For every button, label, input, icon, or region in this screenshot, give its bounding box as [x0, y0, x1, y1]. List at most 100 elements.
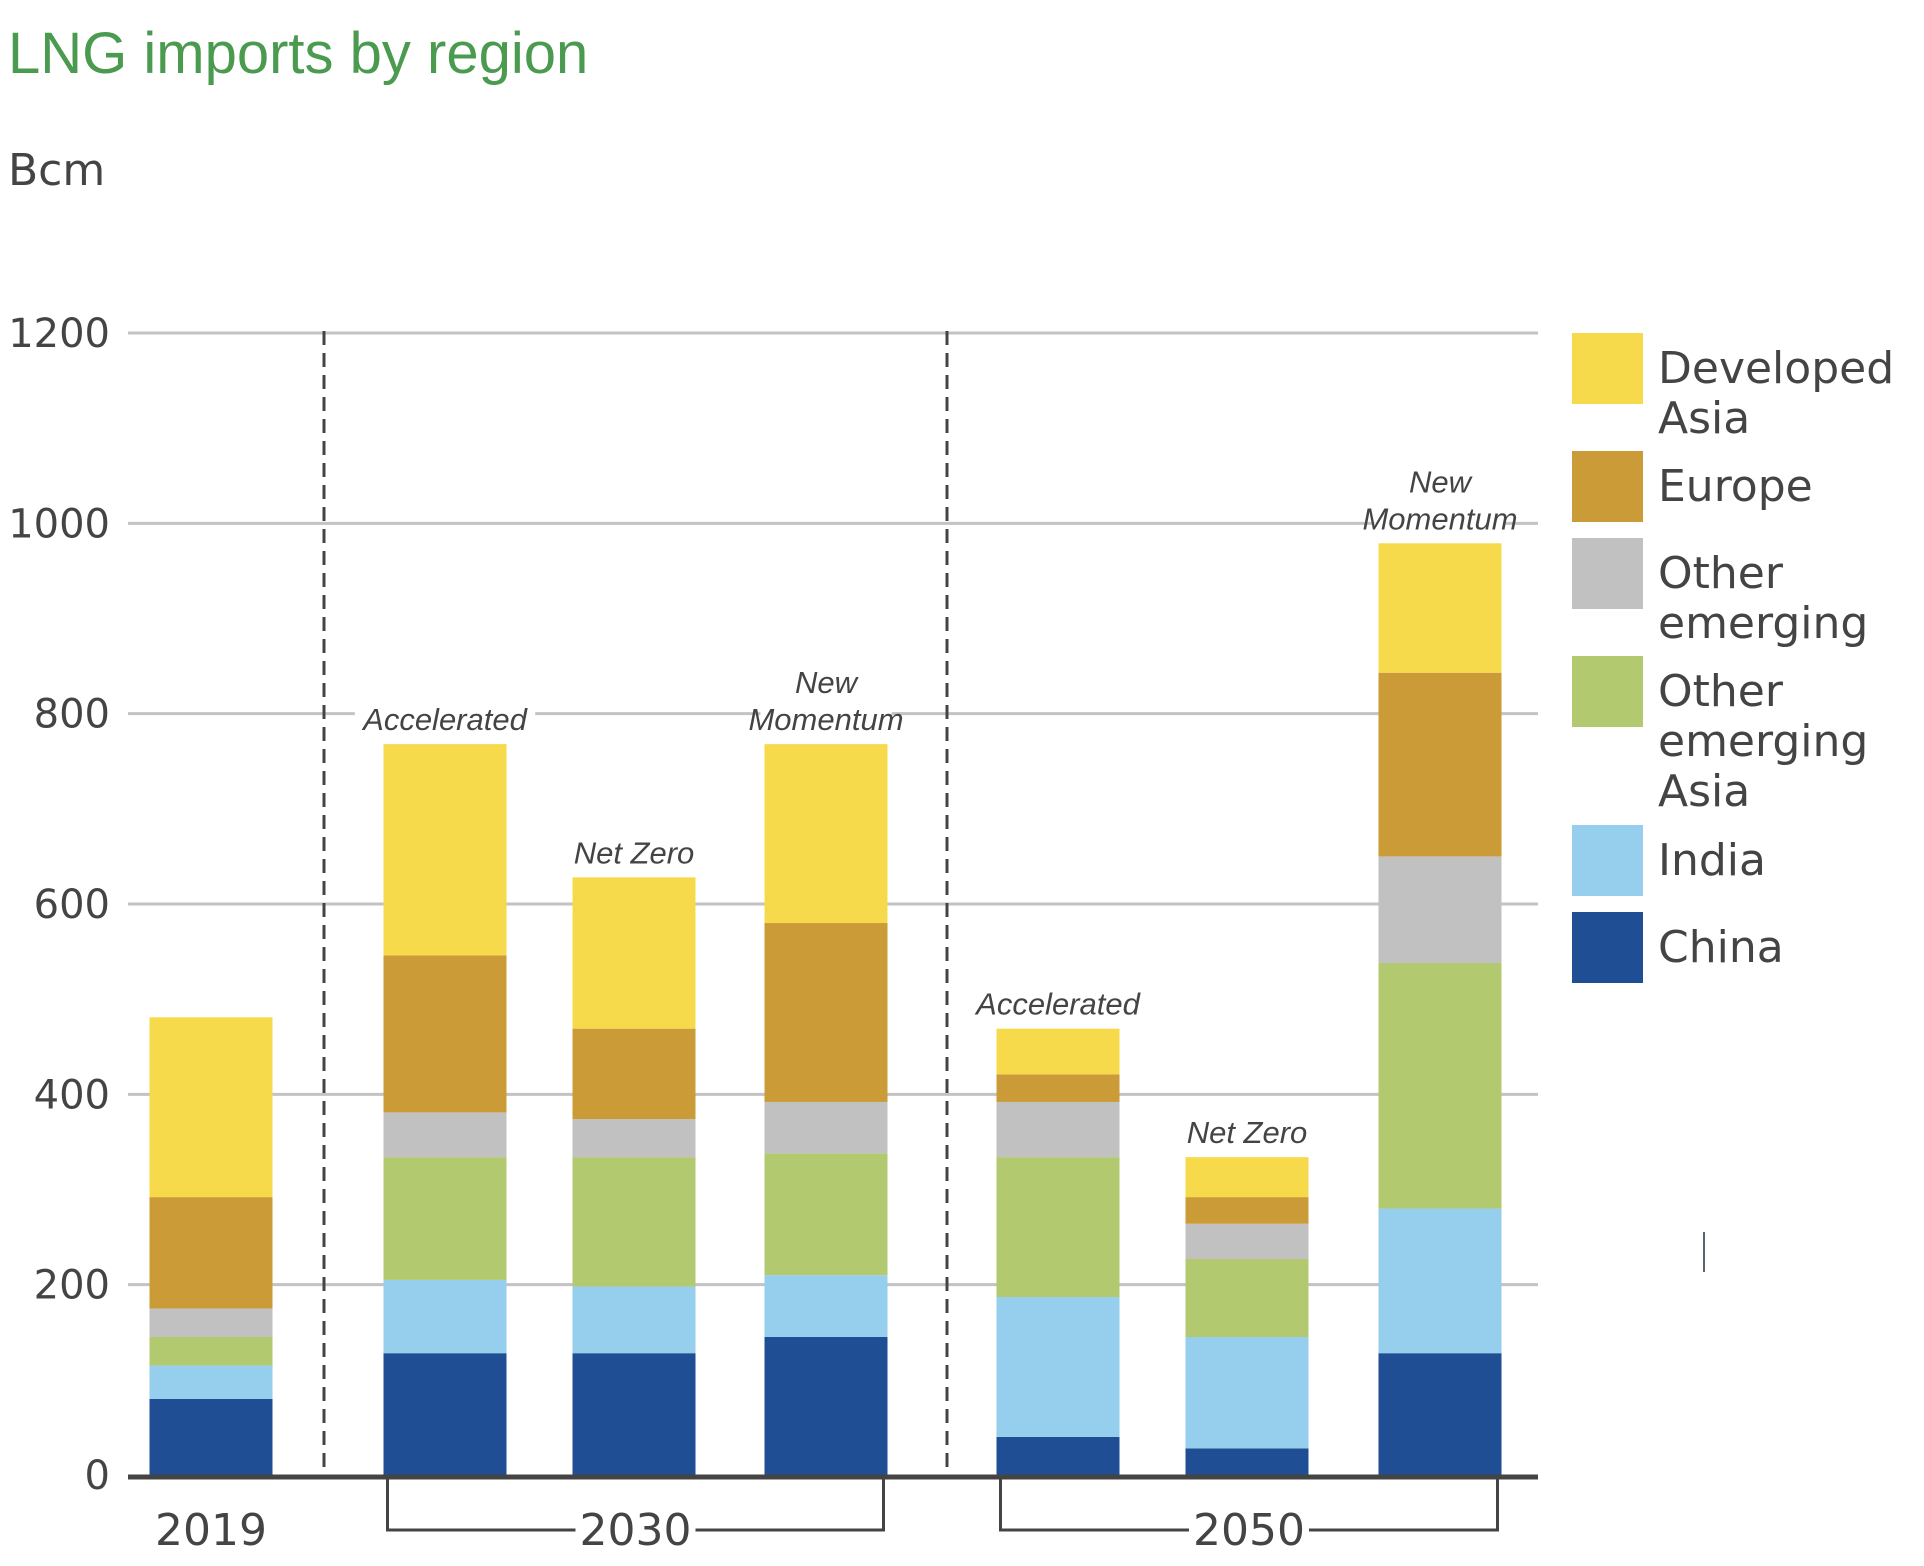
bar-segment-india	[572, 1286, 696, 1354]
legend-label: China	[1658, 922, 1784, 973]
bar-segment-other-emerging-asia	[764, 1153, 888, 1276]
y-axis-ticks: 0 200 400 600 800 1000 1200	[8, 311, 110, 1499]
bar-segment-other-emerging	[996, 1101, 1120, 1158]
legend-swatch	[1572, 825, 1643, 896]
bar-segment-india	[996, 1297, 1120, 1437]
bar-segment-developed-asia	[572, 877, 696, 1029]
bar-segment-india	[149, 1365, 273, 1399]
group-dividers	[322, 331, 949, 1475]
legend-item: China	[1572, 912, 1784, 983]
x-group-label: 2030	[580, 1505, 692, 1556]
bar-segment-other-emerging	[383, 1112, 507, 1158]
scenario-label-bg	[568, 833, 700, 872]
x-group-label: 2050	[1193, 1505, 1305, 1556]
legend-label: Asia	[1658, 766, 1750, 817]
bar-segment-other-emerging-asia	[1378, 963, 1502, 1209]
bar-segment-other-emerging-asia	[996, 1157, 1120, 1298]
legend-label: Other	[1658, 666, 1784, 717]
bar-segment-other-emerging	[149, 1308, 273, 1338]
bar-segment-europe	[1378, 672, 1502, 857]
y-tick-label: 600	[34, 882, 110, 928]
bar-segment-china	[383, 1353, 507, 1475]
y-tick-label: 400	[34, 1072, 110, 1118]
bar-segment-other-emerging	[572, 1119, 696, 1158]
scenario-label: Momentum	[748, 702, 903, 737]
x-group-bracket	[999, 1479, 1499, 1532]
scenario-label: New	[1409, 464, 1474, 499]
legend-label: Europe	[1658, 461, 1813, 512]
bar-segment-other-emerging	[1378, 856, 1502, 964]
bar-segment-china	[1378, 1353, 1502, 1475]
scenario-label: Net Zero	[1187, 1115, 1308, 1150]
bar-segment-europe	[996, 1074, 1120, 1102]
scenario-label-bg	[1181, 1113, 1313, 1152]
scenario-label: New	[795, 665, 860, 700]
bar-segment-india	[764, 1275, 888, 1338]
bar-segment-developed-asia	[1185, 1157, 1309, 1198]
bar-segment-europe	[383, 955, 507, 1113]
bar-segment-other-emerging-asia	[383, 1157, 507, 1280]
scenario-label: Accelerated	[974, 987, 1141, 1022]
bar-segment-india	[383, 1279, 507, 1354]
bars	[149, 543, 1502, 1475]
legend-swatch	[1572, 912, 1643, 983]
legend-swatch	[1572, 538, 1643, 609]
bar-segment-other-emerging-asia	[1185, 1258, 1309, 1338]
bar-segment-china	[996, 1436, 1120, 1475]
y-axis-unit-label: Bcm	[8, 145, 106, 196]
scenario-label: Momentum	[1362, 501, 1517, 536]
bar-stack	[572, 877, 696, 1475]
bar-segment-other-emerging	[764, 1101, 888, 1154]
legend-label: emerging	[1658, 598, 1868, 649]
bar-segment-developed-asia	[149, 1017, 273, 1198]
bar-stack	[764, 744, 888, 1475]
y-tick-label: 0	[85, 1453, 110, 1499]
scenario-label-bg	[760, 700, 892, 739]
bar-segment-other-emerging	[1185, 1223, 1309, 1259]
scenario-label: Net Zero	[574, 835, 695, 870]
legend-item: Europe	[1572, 451, 1813, 522]
scenario-label-bg	[1374, 499, 1506, 538]
scenario-label-bg	[1415, 462, 1465, 501]
legend-label: Asia	[1658, 393, 1750, 444]
bar-segment-china	[1185, 1448, 1309, 1475]
scenario-label: Accelerated	[361, 702, 528, 737]
bar-segment-developed-asia	[1378, 543, 1502, 673]
legend-swatch	[1572, 451, 1643, 522]
bar-segment-europe	[572, 1028, 696, 1120]
y-tick-label: 1000	[8, 501, 110, 547]
y-tick-label: 200	[34, 1263, 110, 1309]
bar-segment-europe	[149, 1197, 273, 1309]
bar-stack	[383, 744, 507, 1475]
bar-stack	[996, 1028, 1120, 1475]
bar-segment-developed-asia	[764, 744, 888, 924]
legend-item: India	[1572, 825, 1766, 896]
legend-label: India	[1658, 835, 1766, 886]
legend: DevelopedAsiaEuropeOtheremergingOthereme…	[1572, 333, 1894, 983]
scenario-label-bg	[354, 700, 536, 739]
bar-segment-other-emerging-asia	[149, 1337, 273, 1366]
bar-segment-europe	[1185, 1197, 1309, 1224]
chart-title: LNG imports by region	[8, 21, 589, 86]
x-group-label: 2019	[155, 1505, 267, 1556]
bar-segment-india	[1378, 1208, 1502, 1354]
bar-segment-china	[572, 1353, 696, 1475]
bar-segment-india	[1185, 1337, 1309, 1449]
bar-segment-developed-asia	[996, 1028, 1120, 1075]
bar-segment-china	[764, 1337, 888, 1475]
x-axis-group-labels: 2019 2030 2050	[155, 1479, 1499, 1556]
bar-segment-other-emerging-asia	[572, 1157, 696, 1287]
legend-label: Developed	[1658, 343, 1894, 394]
scenario-label-bg	[801, 663, 851, 702]
scenario-label-bg	[967, 984, 1149, 1023]
bar-stack	[149, 1017, 273, 1475]
bar-segment-europe	[764, 923, 888, 1102]
legend-swatch	[1572, 333, 1643, 404]
bar-stack	[1185, 1157, 1309, 1475]
bar-segment-developed-asia	[383, 744, 507, 956]
